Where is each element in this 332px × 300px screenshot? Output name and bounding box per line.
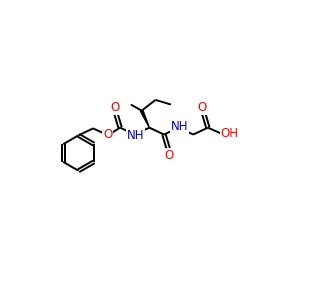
Text: O: O [197,101,207,114]
Text: NH: NH [171,120,188,134]
Text: NH: NH [127,129,144,142]
Polygon shape [140,110,149,128]
Text: O: O [165,149,174,162]
Text: OH: OH [220,127,238,140]
Text: O: O [110,101,119,114]
Text: O: O [103,128,113,141]
